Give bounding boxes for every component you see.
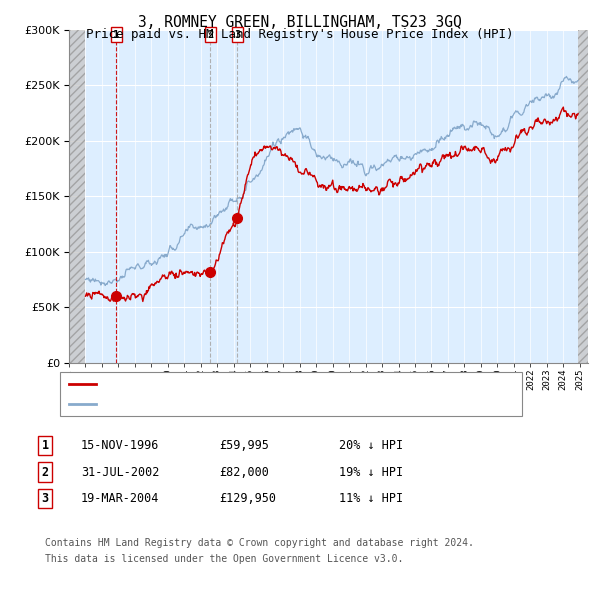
Text: 3, ROMNEY GREEN, BILLINGHAM, TS23 3GQ: 3, ROMNEY GREEN, BILLINGHAM, TS23 3GQ [138,15,462,30]
Text: 11% ↓ HPI: 11% ↓ HPI [339,492,403,505]
Text: HPI: Average price, detached house, Stockton-on-Tees: HPI: Average price, detached house, Stoc… [101,399,452,408]
Text: 1: 1 [113,30,119,40]
Text: 3: 3 [234,30,241,40]
Text: 20% ↓ HPI: 20% ↓ HPI [339,439,403,452]
Text: £59,995: £59,995 [219,439,269,452]
Text: 15-NOV-1996: 15-NOV-1996 [81,439,160,452]
Text: 1: 1 [41,439,49,452]
Text: 3: 3 [41,492,49,505]
Text: 19% ↓ HPI: 19% ↓ HPI [339,466,403,478]
Bar [69,30,85,363]
Text: Price paid vs. HM Land Registry's House Price Index (HPI): Price paid vs. HM Land Registry's House … [86,28,514,41]
Text: 2: 2 [207,30,214,40]
Text: 3, ROMNEY GREEN, BILLINGHAM, TS23 3GQ (detached house): 3, ROMNEY GREEN, BILLINGHAM, TS23 3GQ (d… [101,379,466,389]
Bar [578,30,588,363]
Text: 31-JUL-2002: 31-JUL-2002 [81,466,160,478]
Text: This data is licensed under the Open Government Licence v3.0.: This data is licensed under the Open Gov… [45,553,403,563]
Text: 2: 2 [41,466,49,478]
Text: 19-MAR-2004: 19-MAR-2004 [81,492,160,505]
Text: £82,000: £82,000 [219,466,269,478]
Text: Contains HM Land Registry data © Crown copyright and database right 2024.: Contains HM Land Registry data © Crown c… [45,537,474,548]
Text: £129,950: £129,950 [219,492,276,505]
